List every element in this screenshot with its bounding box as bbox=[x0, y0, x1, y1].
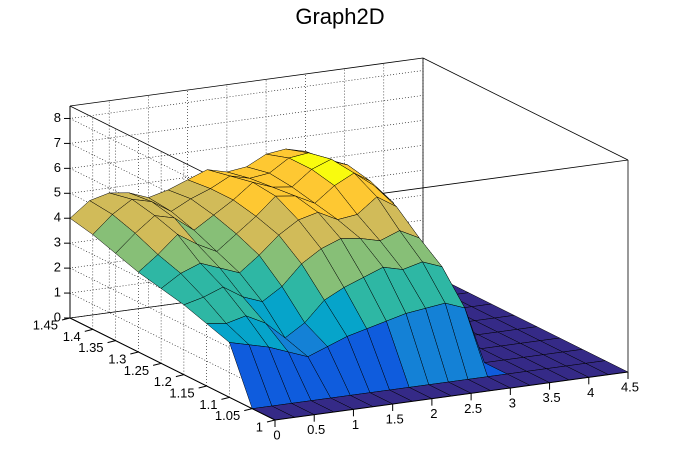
y-tick-label: 1.45 bbox=[33, 317, 58, 332]
y-tick-label: 1.3 bbox=[108, 351, 126, 366]
chart-title: Graph2D bbox=[295, 4, 384, 29]
x-tick-label: 4.5 bbox=[621, 379, 639, 394]
z-tick-label: 7 bbox=[54, 135, 61, 150]
y-tick-label: 1 bbox=[256, 419, 263, 434]
y-tick-label: 1.1 bbox=[199, 397, 217, 412]
z-tick-label: 3 bbox=[54, 235, 61, 250]
z-tick-label: 2 bbox=[54, 260, 61, 275]
y-tick bbox=[221, 396, 230, 400]
y-tick-label: 1.4 bbox=[63, 329, 81, 344]
y-axis bbox=[69, 317, 276, 421]
z-tick-label: 6 bbox=[54, 160, 61, 175]
y-tick-label: 1.2 bbox=[154, 374, 172, 389]
y-tick bbox=[107, 340, 116, 344]
y-tick bbox=[198, 385, 207, 389]
z-tick-label: 1 bbox=[54, 284, 61, 299]
x-tick-label: 3.5 bbox=[543, 390, 561, 405]
x-tick-label: 0 bbox=[273, 427, 280, 442]
box-edge bbox=[422, 57, 629, 161]
z-tick-label: 4 bbox=[54, 210, 61, 225]
y-tick bbox=[266, 419, 276, 423]
y-tick bbox=[130, 351, 139, 355]
z-tick-label: 8 bbox=[54, 110, 61, 125]
box-edge bbox=[69, 57, 424, 107]
x-axis bbox=[274, 371, 629, 421]
y-tick-label: 1.25 bbox=[124, 363, 149, 378]
y-tick bbox=[152, 362, 162, 366]
x-tick-label: 2.5 bbox=[464, 401, 482, 416]
x-tick-label: 2 bbox=[430, 406, 437, 421]
y-tick-label: 1.05 bbox=[215, 408, 240, 423]
z-tick-label: 5 bbox=[54, 185, 61, 200]
y-tick bbox=[175, 374, 185, 378]
y-tick bbox=[84, 328, 93, 332]
x-tick-label: 0.5 bbox=[307, 422, 325, 437]
y-tick-label: 1.15 bbox=[169, 385, 194, 400]
x-tick-label: 1.5 bbox=[386, 411, 404, 426]
z-tick-label: 0 bbox=[54, 309, 61, 324]
y-tick-label: 1.35 bbox=[78, 340, 103, 355]
x-tick-label: 4 bbox=[587, 385, 594, 400]
y-tick bbox=[244, 408, 253, 412]
x-tick-label: 3 bbox=[509, 395, 516, 410]
x-tick-label: 1 bbox=[352, 417, 359, 432]
